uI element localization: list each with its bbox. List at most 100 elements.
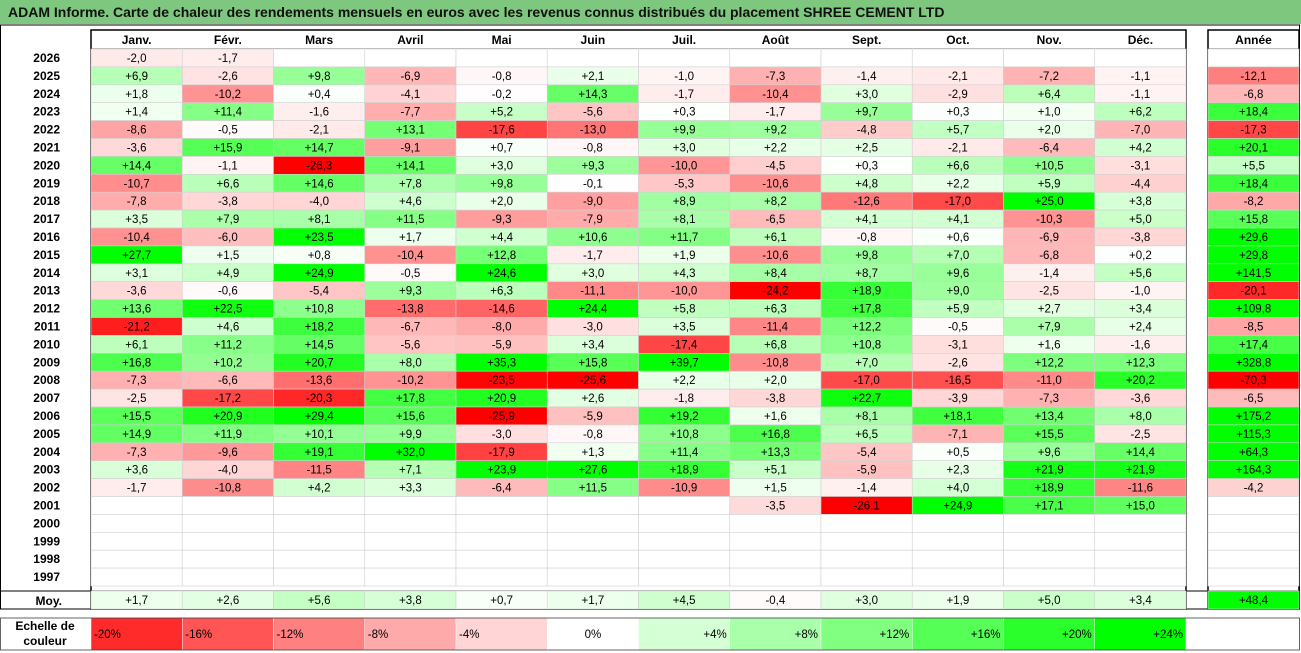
row-year-label: 2016	[33, 230, 60, 244]
annual-value: -20,1	[1240, 286, 1266, 298]
cell-value: +4,6	[217, 322, 240, 334]
cell-value: +15,5	[122, 411, 151, 423]
row-year-label: 2017	[33, 212, 60, 226]
heatmap-cell	[273, 531, 366, 551]
cell-value: -2,1	[309, 125, 329, 137]
cell-value: -7,2	[1039, 71, 1059, 83]
heatmap-cell	[273, 514, 366, 533]
cell-value: -6,6	[218, 375, 238, 387]
average-value: +1,7	[582, 595, 605, 607]
cell-value: +5,2	[490, 107, 513, 119]
column-header: Mai	[492, 33, 512, 47]
cell-value: -11,1	[580, 286, 605, 298]
annual-value: -8,5	[1244, 322, 1264, 334]
cell-value: +15,5	[1035, 429, 1064, 441]
cell-value: -26,3	[306, 160, 332, 172]
cell-value: +25,0	[1035, 196, 1064, 208]
heatmap-cell	[911, 567, 1004, 587]
heatmap-cell	[729, 549, 822, 569]
cell-value: +17,1	[1035, 501, 1064, 513]
heatmap-cell	[1003, 531, 1096, 551]
annual-value: +18,4	[1239, 107, 1269, 119]
cell-value: -1,1	[1130, 71, 1150, 83]
cell-value: +7,0	[855, 357, 878, 369]
cell-value: -9,6	[218, 447, 238, 459]
annual-value: +64,3	[1239, 447, 1268, 459]
heatmap-cell	[911, 514, 1004, 533]
cell-value: +10,1	[305, 429, 334, 441]
average-value: +5,0	[1038, 595, 1061, 607]
cell-value: +0,6	[947, 232, 970, 244]
cell-value: +9,9	[399, 429, 422, 441]
cell-value: +7,9	[1038, 322, 1061, 334]
cell-value: +3,5	[673, 322, 696, 334]
cell-value: +3,0	[855, 89, 878, 101]
cell-value: +13,1	[396, 125, 425, 137]
cell-value: -24,2	[762, 286, 788, 298]
legend-label: Echelle de	[15, 619, 75, 633]
annual-value: -6,5	[1244, 393, 1264, 405]
cell-value: +15,0	[1126, 501, 1155, 513]
cell-value: +15,8	[578, 357, 607, 369]
cell-value: -2,1	[948, 143, 968, 155]
cell-value: -17,6	[489, 125, 515, 137]
cell-value: +2,0	[764, 375, 787, 387]
cell-value: +4,3	[673, 268, 696, 280]
cell-value: +4,4	[490, 232, 513, 244]
cell-value: +19,1	[305, 447, 334, 459]
cell-value: +23,9	[487, 465, 516, 477]
cell-value: +3,6	[125, 465, 148, 477]
cell-value: +5,6	[1129, 268, 1152, 280]
cell-value: -3,9	[948, 393, 968, 405]
cell-value: +2,2	[673, 375, 696, 387]
cell-value: -21,2	[124, 322, 150, 334]
cell-value: -1,6	[309, 107, 329, 119]
heatmap-cell	[820, 531, 913, 551]
cell-value: +10,8	[852, 339, 881, 351]
cell-value: +9,6	[1038, 447, 1061, 459]
cell-value: +3,0	[673, 143, 696, 155]
cell-value: +0,7	[490, 143, 513, 155]
column-header: Juil.	[672, 33, 696, 47]
cell-value: +3,4	[1129, 304, 1152, 316]
cell-value: -10,4	[124, 232, 151, 244]
cell-value: +20,7	[305, 357, 334, 369]
column-header: Janv.	[122, 33, 152, 47]
heatmap-cell	[911, 549, 1004, 569]
cell-value: +11,4	[214, 107, 243, 119]
average-annual-value: +48,4	[1239, 595, 1269, 607]
cell-value: +8,0	[1129, 411, 1152, 423]
row-year-label: 2007	[33, 391, 60, 405]
cell-value: +9,9	[673, 125, 696, 137]
annual-value: +17,4	[1239, 339, 1269, 351]
cell-value: +19,2	[670, 411, 699, 423]
cell-value: +5,8	[673, 304, 696, 316]
cell-value: +7,0	[947, 250, 970, 262]
cell-value: +6,8	[764, 339, 787, 351]
cell-value: -2,9	[948, 89, 968, 101]
annual-value: -70,3	[1240, 375, 1266, 387]
row-year-label: 2021	[33, 141, 60, 155]
average-value: -0,4	[765, 595, 785, 607]
row-year-label: 1997	[33, 570, 60, 584]
row-year-label: 2005	[33, 427, 60, 441]
row-year-label: 2000	[33, 516, 60, 530]
cell-value: -6,4	[1039, 143, 1059, 155]
column-header: Mars	[305, 33, 333, 47]
cell-value: +0,3	[947, 107, 970, 119]
cell-value: -25,6	[580, 375, 606, 387]
cell-value: -12,6	[854, 196, 880, 208]
cell-value: -4,0	[218, 465, 238, 477]
cell-value: +0,5	[947, 447, 970, 459]
heatmap-cell	[273, 567, 366, 587]
cell-value: +1,5	[764, 483, 787, 495]
row-year-label: 2011	[34, 320, 60, 334]
cell-value: -0,8	[492, 71, 512, 83]
cell-value: -3,0	[583, 322, 603, 334]
heatmap-cell	[1094, 531, 1187, 551]
cell-value: -10,7	[124, 178, 150, 190]
cell-value: -6,9	[1039, 232, 1059, 244]
cell-value: +8,4	[764, 268, 787, 280]
cell-value: +15,9	[213, 143, 242, 155]
